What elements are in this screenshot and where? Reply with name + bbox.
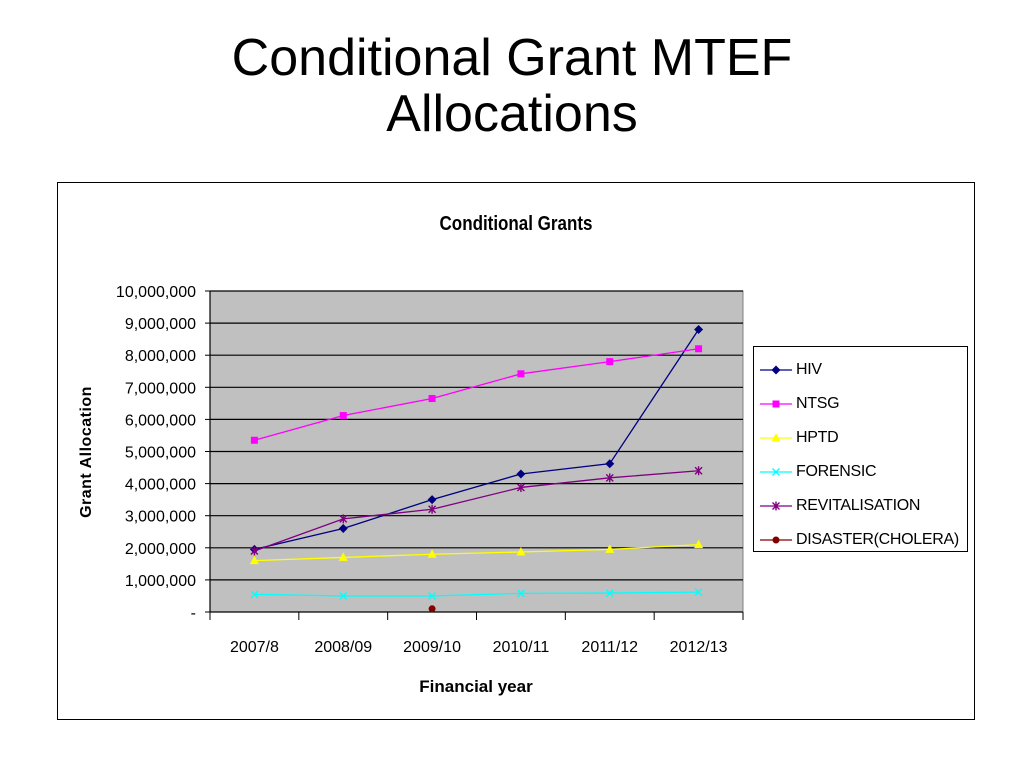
y-tick-label: 5,000,000: [125, 445, 196, 462]
data-point-hptd: [694, 539, 704, 549]
slide-title-line1: Conditional Grant MTEF: [231, 29, 793, 87]
legend-swatch-hptd: [760, 433, 792, 442]
legend-swatch-revitalisation: [760, 501, 792, 511]
legend-label-forensic: FORENSIC: [796, 463, 877, 480]
data-point-forensic: [339, 591, 348, 600]
y-tick-label: 10,000,000: [116, 284, 196, 301]
data-point-ntsg: [517, 370, 525, 378]
legend-marker-ntsg: [772, 400, 780, 408]
legend-item-hiv: HIV: [760, 353, 967, 387]
y-tick-label: 2,000,000: [125, 541, 196, 558]
data-point-ntsg: [695, 345, 703, 353]
legend-marker-forensic: [772, 468, 780, 476]
data-point-hiv: [694, 325, 704, 335]
legend-label-hiv: HIV: [796, 361, 822, 378]
series-line-revitalisation: [254, 470, 699, 552]
data-point-disaster-cholera: [428, 605, 436, 613]
data-point-forensic: [250, 590, 259, 599]
x-tick-label: 2007/8: [230, 639, 279, 656]
data-point-hiv: [605, 459, 615, 469]
legend-swatch-disaster-cholera: [760, 536, 792, 544]
data-point-forensic: [605, 589, 614, 598]
y-axis-title: Grant Allocation: [78, 386, 95, 518]
slide-title: Conditional Grant MTEF Allocations: [0, 30, 1024, 142]
legend-item-revitalisation: REVITALISATION: [760, 489, 967, 523]
data-point-forensic: [428, 591, 437, 600]
data-point-hiv: [427, 495, 437, 505]
y-tick-label: -: [191, 605, 196, 622]
data-point-ntsg: [250, 436, 258, 444]
data-point-ntsg: [606, 358, 614, 366]
y-tick-label: 6,000,000: [125, 412, 196, 429]
chart-title: Conditional Grants: [440, 212, 593, 235]
x-tick-label: 2008/09: [314, 639, 372, 656]
legend-swatch-hiv: [760, 365, 792, 375]
legend-swatch-ntsg: [760, 400, 792, 408]
data-point-revitalisation: [339, 514, 348, 524]
data-point-revitalisation: [428, 504, 437, 514]
y-tick-label: 1,000,000: [125, 573, 196, 590]
legend-item-disaster-cholera: DISASTER(CHOLERA): [760, 523, 967, 557]
series-line-hptd: [254, 543, 699, 562]
data-point-revitalisation: [605, 473, 614, 483]
legend-label-ntsg: NTSG: [796, 395, 840, 412]
x-axis-title: Financial year: [419, 677, 533, 696]
legend-item-forensic: FORENSIC: [760, 455, 967, 489]
x-tick-label: 2010/11: [493, 639, 550, 656]
data-point-hptd: [605, 544, 615, 553]
y-tick-label: 8,000,000: [125, 348, 196, 365]
legend-marker-disaster-cholera: [772, 536, 780, 544]
data-point-revitalisation: [250, 546, 259, 556]
legend-label-disaster-cholera: DISASTER(CHOLERA): [796, 531, 959, 548]
data-point-revitalisation: [694, 466, 703, 476]
x-tick-label: 2011/12: [581, 639, 638, 656]
data-point-ntsg: [339, 412, 347, 420]
data-point-hiv: [516, 469, 526, 479]
y-tick-label: 7,000,000: [125, 380, 196, 397]
y-tick-label: 4,000,000: [125, 477, 196, 494]
data-point-hptd: [249, 555, 259, 565]
series-line-ntsg: [254, 348, 699, 441]
data-point-hptd: [338, 552, 348, 561]
data-point-forensic: [694, 588, 703, 597]
legend-item-hptd: HPTD: [760, 421, 967, 455]
data-point-ntsg: [428, 395, 436, 403]
legend-marker-hptd: [771, 433, 781, 442]
series-line-hiv: [254, 329, 700, 551]
chart-legend: HIV NTSG HPTD FORENSIC REVITALISATION DISASTE…: [753, 346, 968, 552]
legend-label-hptd: HPTD: [796, 429, 839, 446]
x-tick-label: 2009/10: [403, 639, 461, 656]
y-tick-label: 3,000,000: [125, 509, 196, 526]
data-point-revitalisation: [516, 482, 525, 492]
slide-title-line2: Allocations: [386, 85, 638, 143]
y-tick-label: 9,000,000: [125, 316, 196, 333]
data-point-hiv: [338, 524, 348, 534]
data-point-hptd: [516, 546, 526, 556]
legend-item-ntsg: NTSG: [760, 387, 967, 421]
legend-marker-hiv: [771, 365, 781, 375]
legend-label-revitalisation: REVITALISATION: [796, 497, 921, 514]
legend-swatch-forensic: [760, 468, 792, 476]
legend-marker-revitalisation: [772, 501, 780, 511]
data-point-forensic: [516, 589, 525, 598]
data-point-hptd: [427, 549, 437, 558]
x-tick-label: 2012/13: [670, 639, 728, 656]
series-line-forensic: [254, 591, 699, 597]
